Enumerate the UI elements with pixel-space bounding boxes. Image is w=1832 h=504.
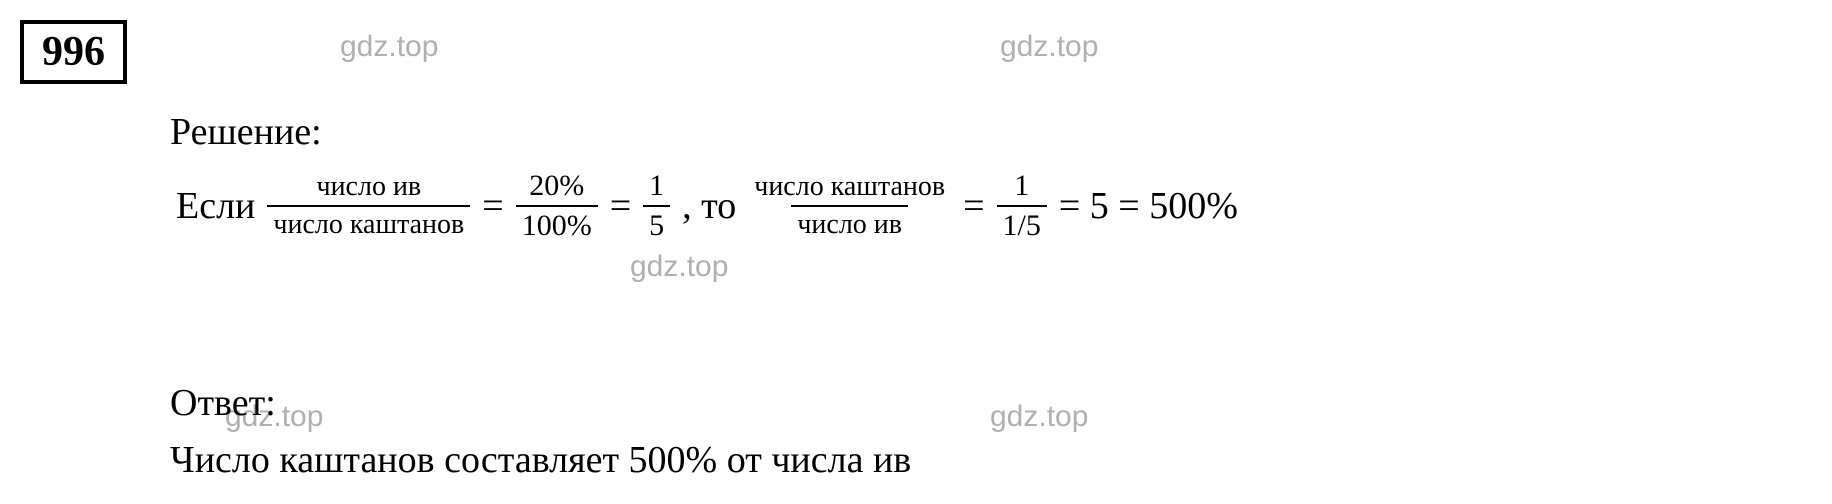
result-text: = 5 = 500% <box>1059 184 1238 228</box>
equals-sign: = <box>610 184 631 228</box>
fraction-denominator: число ив <box>791 205 908 241</box>
answer-label: Ответ: <box>170 375 911 432</box>
fraction-numerator: 1 <box>1008 169 1035 205</box>
solution-label: Решение: <box>170 110 1244 154</box>
if-text: Если <box>176 184 255 228</box>
fraction-denominator: 1/5 <box>997 205 1047 243</box>
watermark: gdz.top <box>990 400 1088 434</box>
fraction-denominator: число каштанов <box>267 205 470 241</box>
equals-sign: = <box>963 184 984 228</box>
solution-content: Решение: Если число ив число каштанов = … <box>170 110 1244 243</box>
equals-sign: = <box>482 184 503 228</box>
answer-text: Число каштанов составляет 500% от числа … <box>170 432 911 489</box>
fraction-reciprocal: 1 1/5 <box>997 169 1047 243</box>
watermark: gdz.top <box>340 30 438 64</box>
fraction-numerator: число каштанов <box>748 171 951 205</box>
fraction-numerator: число ив <box>310 171 427 205</box>
watermark: gdz.top <box>630 250 728 284</box>
equation-line: Если число ив число каштанов = 20% 100% … <box>170 169 1244 243</box>
problem-number: 996 <box>20 20 127 84</box>
fraction-numerator: 1 <box>643 169 670 205</box>
fraction-willows-chestnuts: число ив число каштанов <box>267 171 470 241</box>
then-text: , то <box>682 184 736 228</box>
answer-section: Ответ: Число каштанов составляет 500% от… <box>170 375 911 489</box>
fraction-denominator: 5 <box>643 205 670 243</box>
watermark: gdz.top <box>1000 30 1098 64</box>
fraction-chestnuts-willows: число каштанов число ив <box>748 171 951 241</box>
fraction-numerator: 20% <box>523 169 590 205</box>
fraction-denominator: 100% <box>516 205 598 243</box>
fraction-percent: 20% 100% <box>516 169 598 243</box>
fraction-one-fifth: 1 5 <box>643 169 670 243</box>
